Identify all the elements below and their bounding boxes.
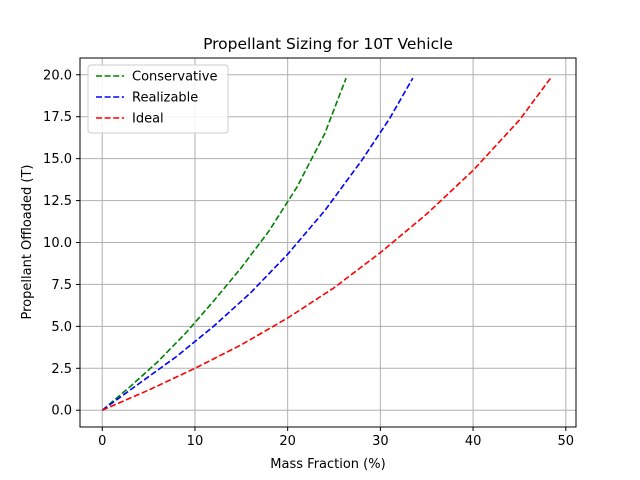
series-lines — [101, 75, 553, 411]
legend-label: Realizable — [132, 91, 198, 106]
series-line-realizable — [101, 77, 414, 411]
x-tick-label: 50 — [558, 434, 575, 449]
legend-label: Ideal — [132, 112, 164, 127]
grid — [80, 58, 576, 427]
x-axis-label: Mass Fraction (%) — [270, 457, 385, 472]
x-tick-label: 10 — [187, 434, 204, 449]
ticks: 0 10 20 30 40 50 0.0 2.5 5.0 7.5 10.0 12.5 15.0 17.5 2… — [43, 68, 574, 449]
legend-label: Conservative — [132, 70, 217, 85]
x-tick-label: 30 — [372, 434, 389, 449]
y-tick-label: 10.0 — [43, 236, 72, 251]
chart-title: Propellant Sizing for 10T Vehicle — [203, 35, 453, 53]
x-tick-label: 0 — [98, 434, 106, 449]
x-tick-label: 40 — [465, 434, 482, 449]
y-tick-label: 12.5 — [43, 194, 72, 209]
x-tick-label: 20 — [279, 434, 296, 449]
legend-box — [87, 64, 229, 134]
y-tick-label: 15.0 — [43, 152, 72, 167]
y-axis-label: Propellant Offloaded (T) — [20, 165, 35, 320]
y-tick-label: 0.0 — [51, 404, 72, 419]
series-line-conservative — [101, 77, 347, 411]
series-line-ideal — [101, 75, 553, 411]
y-tick-label: 5.0 — [51, 320, 72, 335]
legend: Conservative Realizable Ideal — [87, 64, 229, 134]
y-tick-label: 17.5 — [43, 110, 72, 125]
y-tick-label: 7.5 — [51, 278, 72, 293]
y-tick-label: 2.5 — [51, 362, 72, 377]
y-tick-label: 20.0 — [43, 68, 72, 83]
